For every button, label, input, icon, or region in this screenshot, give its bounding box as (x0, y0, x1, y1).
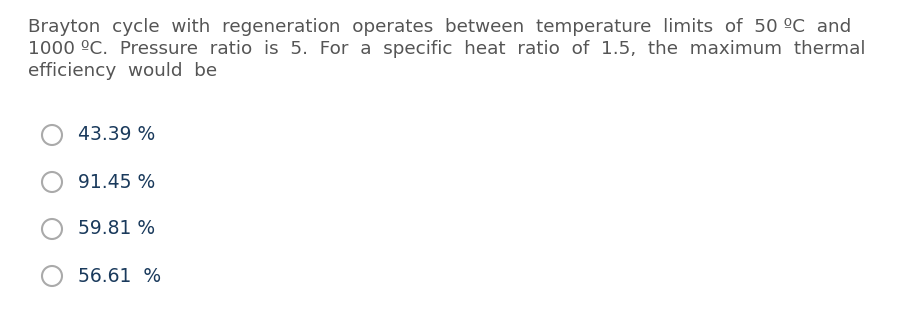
Text: 59.81 %: 59.81 % (78, 219, 155, 239)
Text: 43.39 %: 43.39 % (78, 126, 155, 145)
Text: 91.45 %: 91.45 % (78, 172, 155, 192)
Text: 56.61  %: 56.61 % (78, 266, 161, 285)
Text: efficiency  would  be: efficiency would be (28, 62, 218, 80)
Text: Brayton  cycle  with  regeneration  operates  between  temperature  limits  of  : Brayton cycle with regeneration operates… (28, 18, 851, 36)
Text: 1000 ºC.  Pressure  ratio  is  5.  For  a  specific  heat  ratio  of  1.5,  the : 1000 ºC. Pressure ratio is 5. For a spec… (28, 40, 866, 58)
